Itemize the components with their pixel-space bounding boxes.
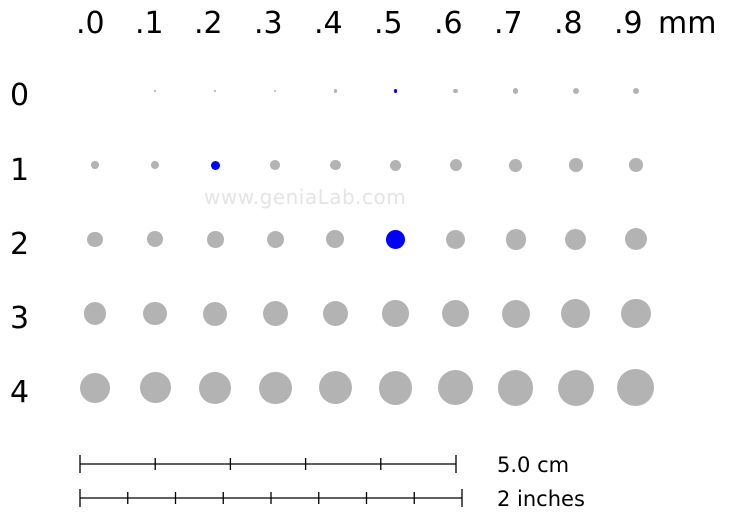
column-label: .7 <box>494 6 523 41</box>
size-dot <box>322 300 349 327</box>
size-dot <box>139 372 171 404</box>
size-dot <box>79 372 111 403</box>
size-dot <box>449 159 462 172</box>
size-dot <box>628 158 644 173</box>
size-dot <box>624 228 647 251</box>
size-dot <box>382 300 409 327</box>
column-label: .2 <box>194 6 223 41</box>
column-label: .6 <box>434 6 463 41</box>
row-label: 4 <box>10 375 30 410</box>
size-dot <box>199 371 232 404</box>
column-label: .9 <box>614 6 643 41</box>
column-label: .4 <box>314 6 343 41</box>
size-dot <box>318 371 352 405</box>
size-dot <box>266 230 284 249</box>
size-dot <box>333 89 337 93</box>
highlighted-dot <box>393 89 398 93</box>
scale-label-cm: 5.0 cm <box>497 453 570 477</box>
size-dot <box>378 370 413 405</box>
size-dot <box>143 301 167 326</box>
size-dot <box>621 298 651 329</box>
watermark: www.geniaLab.com <box>204 185 407 209</box>
column-label: .0 <box>76 6 105 41</box>
size-dot <box>632 87 640 95</box>
size-dot <box>154 90 156 92</box>
size-dot <box>274 89 277 93</box>
size-dot <box>445 229 466 250</box>
column-label: .8 <box>554 6 583 41</box>
size-dot <box>259 371 292 405</box>
size-dot <box>617 369 655 407</box>
size-dot <box>505 229 526 250</box>
size-dot <box>147 231 164 248</box>
size-dot <box>83 302 107 325</box>
size-dot <box>389 159 402 171</box>
size-dot <box>569 158 583 172</box>
size-dot <box>214 90 216 92</box>
size-dot <box>326 230 345 249</box>
size-dot <box>557 369 594 406</box>
size-dot <box>150 161 160 170</box>
size-dot <box>572 87 579 94</box>
size-dot <box>442 300 470 328</box>
highlighted-dot <box>210 160 220 170</box>
size-dot <box>509 158 523 172</box>
size-dot <box>438 370 473 406</box>
row-label: 2 <box>10 227 30 262</box>
size-dot <box>513 88 519 94</box>
row-label: 0 <box>10 78 30 113</box>
size-dot <box>565 228 587 250</box>
size-dot <box>270 160 281 171</box>
column-label: .1 <box>135 6 164 41</box>
size-dot <box>501 299 530 328</box>
row-label: 1 <box>10 153 30 188</box>
size-dot <box>497 370 534 406</box>
row-label: 3 <box>10 301 30 336</box>
size-dot <box>262 301 288 327</box>
column-label: .3 <box>254 6 283 41</box>
size-dot <box>206 231 224 248</box>
column-label: .5 <box>374 6 403 41</box>
size-dot <box>453 88 458 94</box>
scale-label-inches: 2 inches <box>497 487 585 511</box>
size-dot <box>330 159 341 171</box>
highlighted-dot <box>386 229 405 249</box>
size-dot <box>203 301 228 326</box>
size-dot <box>87 231 103 247</box>
unit-label: mm <box>658 6 717 41</box>
size-dot <box>561 299 591 328</box>
size-dot <box>91 161 99 169</box>
